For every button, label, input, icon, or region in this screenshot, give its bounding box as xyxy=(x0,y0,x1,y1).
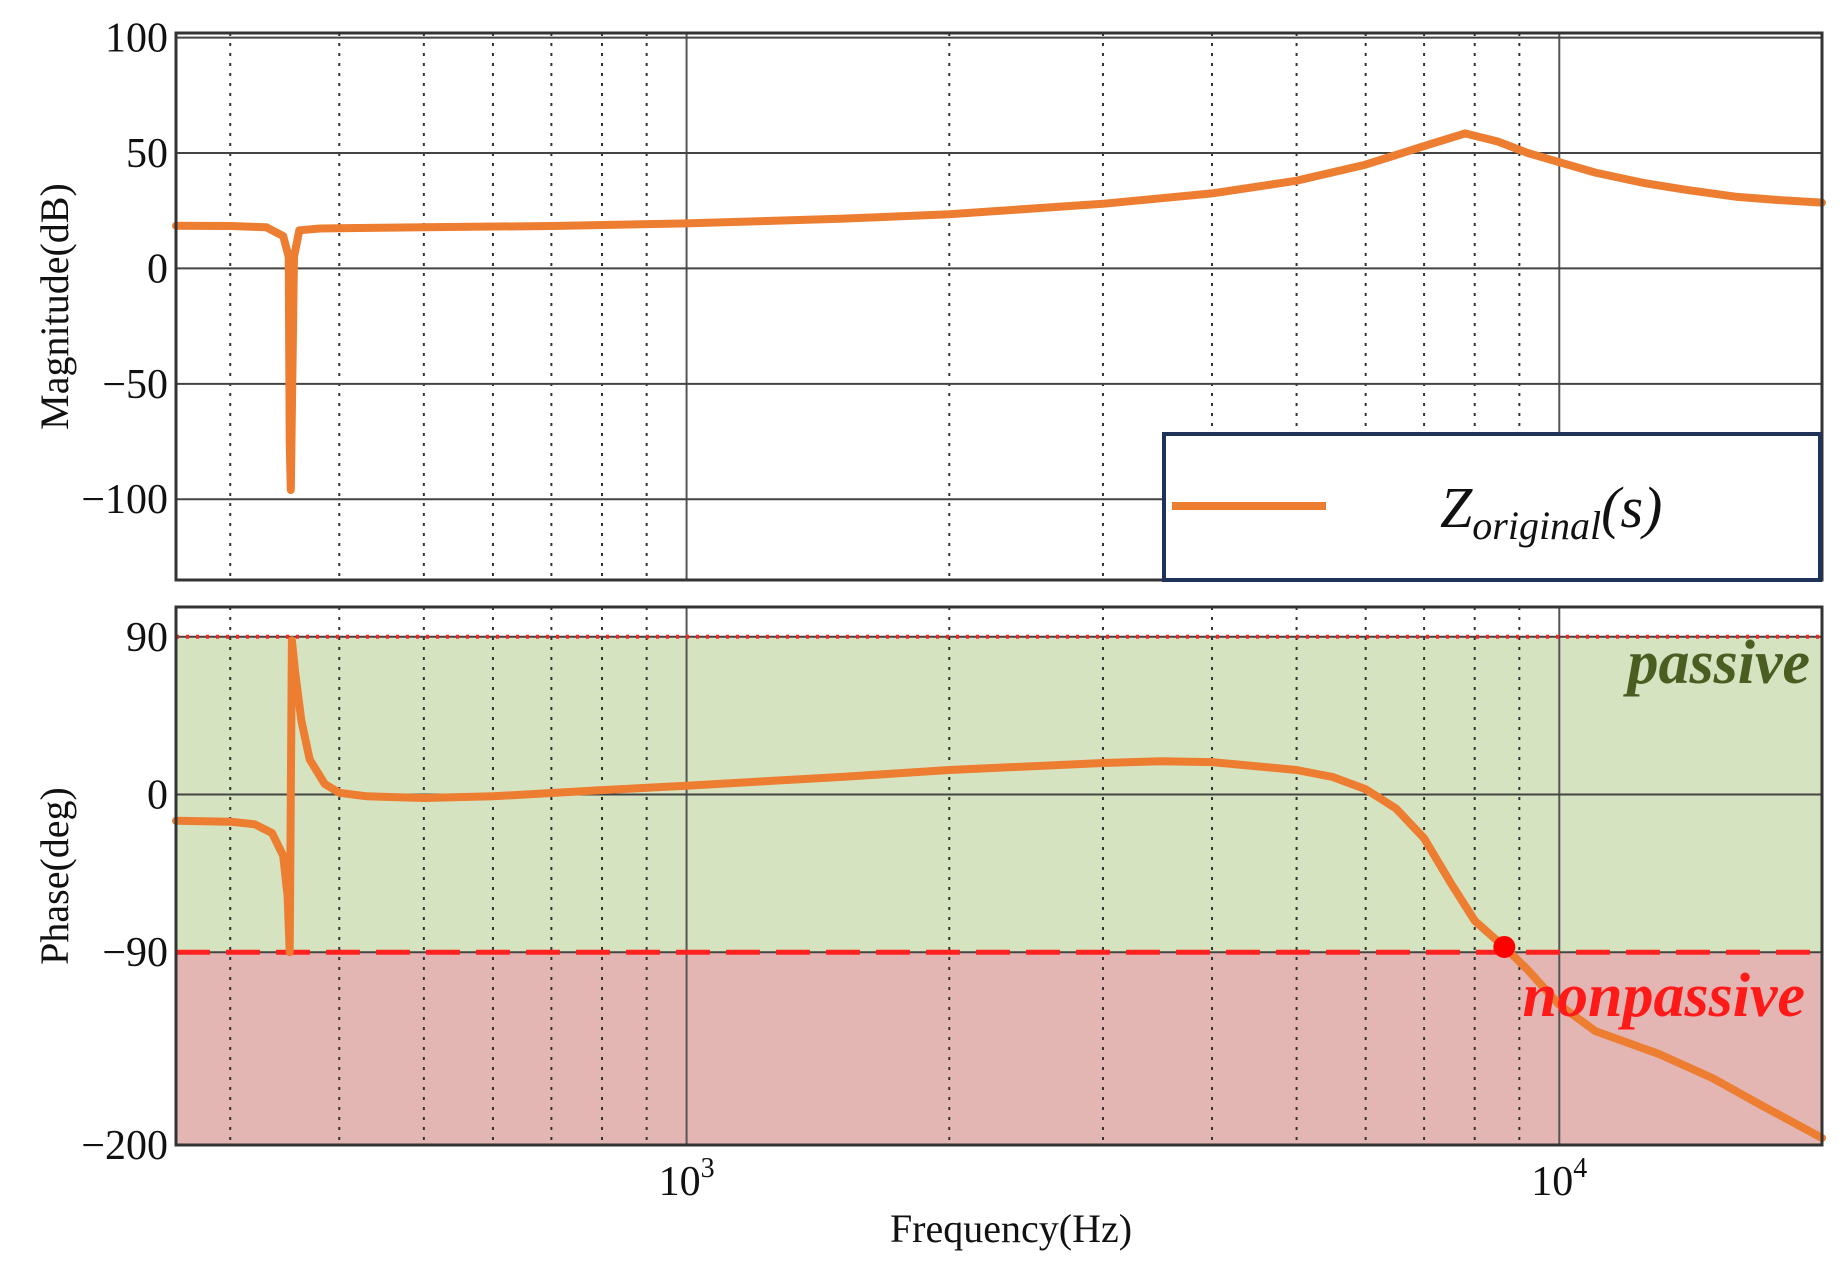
phase-y-tick-label: 0 xyxy=(147,773,168,819)
magnitude-y-tick-label: −100 xyxy=(81,477,168,523)
phase-y-tick-label: 90 xyxy=(126,615,168,661)
magnitude-y-tick-label: −50 xyxy=(102,362,168,408)
nonpassive-region xyxy=(176,952,1822,1145)
magnitude-panel: 100 50 0 −50 −100 Magnitude(dB) Zoriginal(s) xyxy=(32,16,1826,582)
axes-frame xyxy=(174,605,1824,1147)
phase-curve xyxy=(172,636,1826,1142)
nonpassive-label: nonpassive xyxy=(1523,962,1805,1030)
x-tick-label: 104 xyxy=(1531,1153,1587,1205)
phase-y-tick-label: −200 xyxy=(81,1123,168,1169)
axes-frame xyxy=(174,31,1824,582)
phase-y-tick-label: −90 xyxy=(102,930,168,976)
magnitude-y-tick-label: 0 xyxy=(147,246,168,292)
legend-entry: Zoriginal(s) xyxy=(1440,475,1662,548)
magnitude-y-tick-label: 50 xyxy=(126,131,168,177)
crossing-marker xyxy=(1493,935,1516,958)
phase-y-axis-label: Phase(deg) xyxy=(32,787,77,965)
x-axis-label: Frequency(Hz) xyxy=(890,1206,1132,1251)
passive-label: passive xyxy=(1622,629,1810,697)
magnitude-curve xyxy=(172,129,1826,494)
magnitude-y-tick-label: 100 xyxy=(105,16,168,62)
legend: Zoriginal(s) xyxy=(1162,432,1822,582)
x-tick-label: 103 xyxy=(659,1153,715,1205)
magnitude-y-axis-label: Magnitude(dB) xyxy=(32,183,77,430)
phase-panel: passive nonpassive 90 0 −90 −200 Phase(deg) 103… xyxy=(32,605,1826,1205)
